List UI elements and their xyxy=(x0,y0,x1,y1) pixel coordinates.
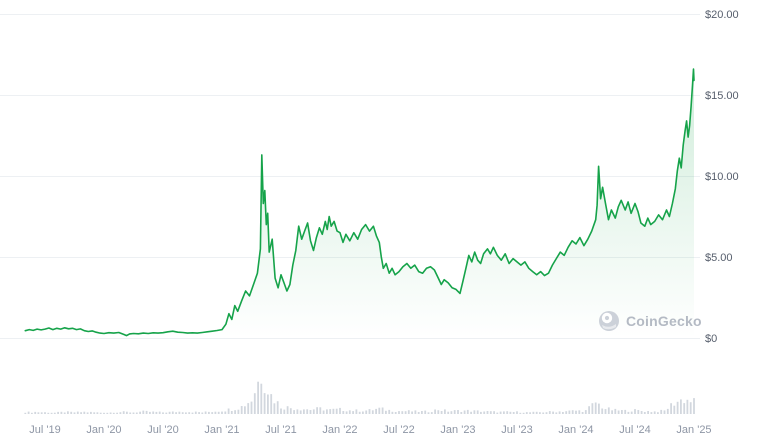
y-axis-label: $10.00 xyxy=(705,171,739,183)
x-axis-label: Jul '20 xyxy=(147,424,178,436)
y-axis-label: $5.00 xyxy=(705,252,733,264)
x-axis-label: Jul '24 xyxy=(619,424,650,436)
x-axis-label: Jul '23 xyxy=(501,424,532,436)
y-axis-label: $15.00 xyxy=(705,90,739,102)
x-axis-label: Jan '20 xyxy=(86,424,121,436)
volume-bars xyxy=(24,381,695,414)
price-area-fill xyxy=(25,69,695,338)
x-axis-label: Jan '22 xyxy=(322,424,357,436)
watermark: CoinGecko xyxy=(598,310,702,332)
watermark-label: CoinGecko xyxy=(626,313,702,329)
price-line-series xyxy=(24,68,695,337)
y-axis-labels: $20.00 $15.00 $10.00 $5.00 $0 xyxy=(705,9,739,345)
x-axis-label: Jan '23 xyxy=(440,424,475,436)
x-axis-labels: Jul '19 Jan '20 Jul '20 Jan '21 Jul '21 Jan '… xyxy=(29,424,711,436)
y-axis-label: $20.00 xyxy=(705,9,739,21)
x-axis-label: Jul '22 xyxy=(383,424,414,436)
x-axis-label: Jan '25 xyxy=(676,424,711,436)
y-axis-label: $0 xyxy=(705,333,717,345)
x-axis-label: Jan '21 xyxy=(204,424,239,436)
x-axis-label: Jul '21 xyxy=(265,424,296,436)
coingecko-logo-icon xyxy=(598,310,620,332)
x-axis-label: Jul '19 xyxy=(29,424,60,436)
x-axis-label: Jan '24 xyxy=(558,424,593,436)
